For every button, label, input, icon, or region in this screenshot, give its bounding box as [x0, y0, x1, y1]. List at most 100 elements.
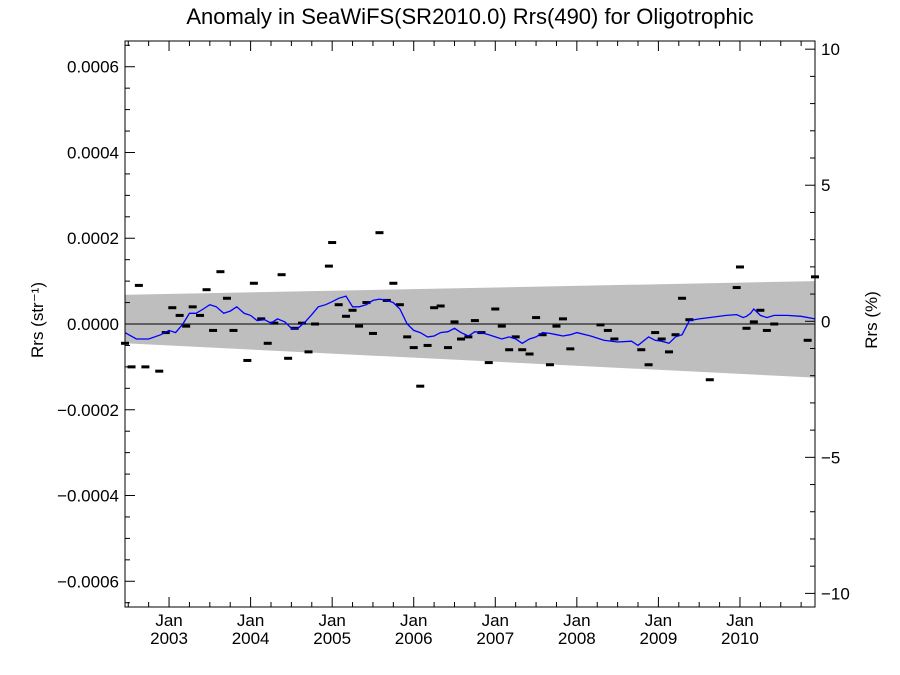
- x-tick-month-label: Jan: [155, 611, 182, 630]
- data-point: [770, 322, 779, 326]
- data-point: [657, 337, 666, 341]
- left-tick-label: 0.0002: [67, 229, 119, 248]
- data-point: [209, 328, 218, 332]
- data-point: [450, 320, 459, 324]
- right-tick-label: 10: [821, 40, 840, 59]
- x-tick-year-label: 2006: [395, 629, 433, 648]
- data-point: [532, 316, 541, 320]
- data-point: [735, 265, 744, 269]
- data-point: [705, 378, 714, 382]
- data-point: [324, 264, 333, 268]
- data-point: [464, 335, 473, 339]
- data-point: [762, 328, 771, 332]
- x-tick-month-label: Jan: [482, 611, 509, 630]
- chart-title: Anomaly in SeaWiFS(SR2010.0) Rrs(490) fo…: [186, 4, 753, 29]
- data-point: [216, 270, 225, 274]
- data-point: [342, 314, 351, 318]
- data-point: [470, 319, 479, 323]
- data-point: [756, 308, 765, 312]
- right-tick-label: 0: [821, 312, 830, 331]
- x-tick-year-label: 2008: [558, 629, 596, 648]
- data-point: [304, 350, 313, 354]
- data-point: [127, 365, 136, 369]
- data-point: [188, 305, 197, 309]
- running-mean-line: [124, 295, 816, 347]
- data-point: [505, 348, 514, 352]
- right-axis-title: Rrs (%): [862, 291, 881, 349]
- left-tick-label: −0.0004: [57, 487, 119, 506]
- data-point: [443, 346, 452, 350]
- data-point: [566, 347, 575, 351]
- uncertainty-band: [125, 281, 815, 378]
- data-point: [665, 350, 674, 354]
- data-point: [196, 313, 205, 317]
- data-point: [175, 313, 184, 317]
- left-tick-label: −0.0006: [57, 572, 119, 591]
- x-tick-month-label: Jan: [645, 611, 672, 630]
- data-point: [742, 326, 751, 330]
- data-point: [284, 356, 293, 360]
- right-tick-label: −5: [821, 448, 840, 467]
- data-point: [362, 301, 371, 305]
- x-tick-month-label: Jan: [726, 611, 753, 630]
- left-tick-label: 0.0004: [67, 143, 119, 162]
- data-point: [749, 320, 758, 324]
- data-point: [538, 333, 547, 337]
- anomaly-points: [121, 231, 819, 388]
- data-point: [644, 363, 653, 367]
- data-point: [257, 317, 266, 321]
- data-point: [202, 288, 211, 292]
- left-tick-label: −0.0002: [57, 401, 119, 420]
- x-tick-year-label: 2003: [150, 629, 188, 648]
- x-tick-year-label: 2005: [313, 629, 351, 648]
- data-point: [457, 337, 466, 341]
- data-point: [328, 241, 337, 245]
- x-tick-year-label: 2007: [476, 629, 514, 648]
- right-tick-label: 5: [821, 176, 830, 195]
- data-point: [596, 323, 605, 327]
- data-point: [525, 352, 534, 356]
- x-tick-month-label: Jan: [318, 611, 345, 630]
- x-tick-year-label: 2010: [721, 629, 759, 648]
- data-point: [518, 348, 527, 352]
- left-tick-label: 0.0000: [67, 315, 119, 334]
- data-point: [141, 365, 150, 369]
- data-point: [182, 324, 191, 328]
- x-tick-year-label: 2004: [232, 629, 270, 648]
- data-point: [685, 318, 694, 322]
- plot-area: [121, 40, 819, 608]
- data-point: [545, 363, 554, 367]
- data-point: [355, 324, 364, 328]
- x-axis: Jan2003Jan2004Jan2005Jan2006Jan2007Jan20…: [127, 41, 802, 648]
- data-point: [249, 281, 258, 285]
- data-point: [803, 338, 812, 342]
- data-point: [222, 296, 231, 300]
- data-point: [732, 286, 741, 290]
- data-point: [678, 296, 687, 300]
- data-point: [243, 358, 252, 362]
- data-point: [155, 369, 164, 373]
- x-tick-month-label: Jan: [563, 611, 590, 630]
- data-point: [229, 328, 238, 332]
- data-point: [375, 231, 384, 235]
- right-y-axis: 10 5 0 −5 −10: [805, 40, 850, 603]
- data-point: [334, 303, 343, 307]
- data-point: [491, 307, 500, 311]
- data-point: [511, 335, 520, 339]
- data-point: [484, 361, 493, 365]
- data-point: [409, 346, 418, 350]
- data-point: [497, 324, 506, 328]
- data-point: [263, 341, 272, 345]
- x-tick-month-label: Jan: [400, 611, 427, 630]
- x-tick-month-label: Jan: [237, 611, 264, 630]
- data-point: [651, 331, 660, 335]
- left-axis-title: Rrs (str⁻¹): [28, 282, 47, 358]
- x-tick-year-label: 2009: [639, 629, 677, 648]
- data-point: [403, 335, 412, 339]
- data-point: [558, 317, 567, 321]
- data-point: [168, 306, 177, 310]
- data-point: [395, 303, 404, 307]
- data-point: [270, 321, 279, 325]
- data-point: [436, 304, 445, 308]
